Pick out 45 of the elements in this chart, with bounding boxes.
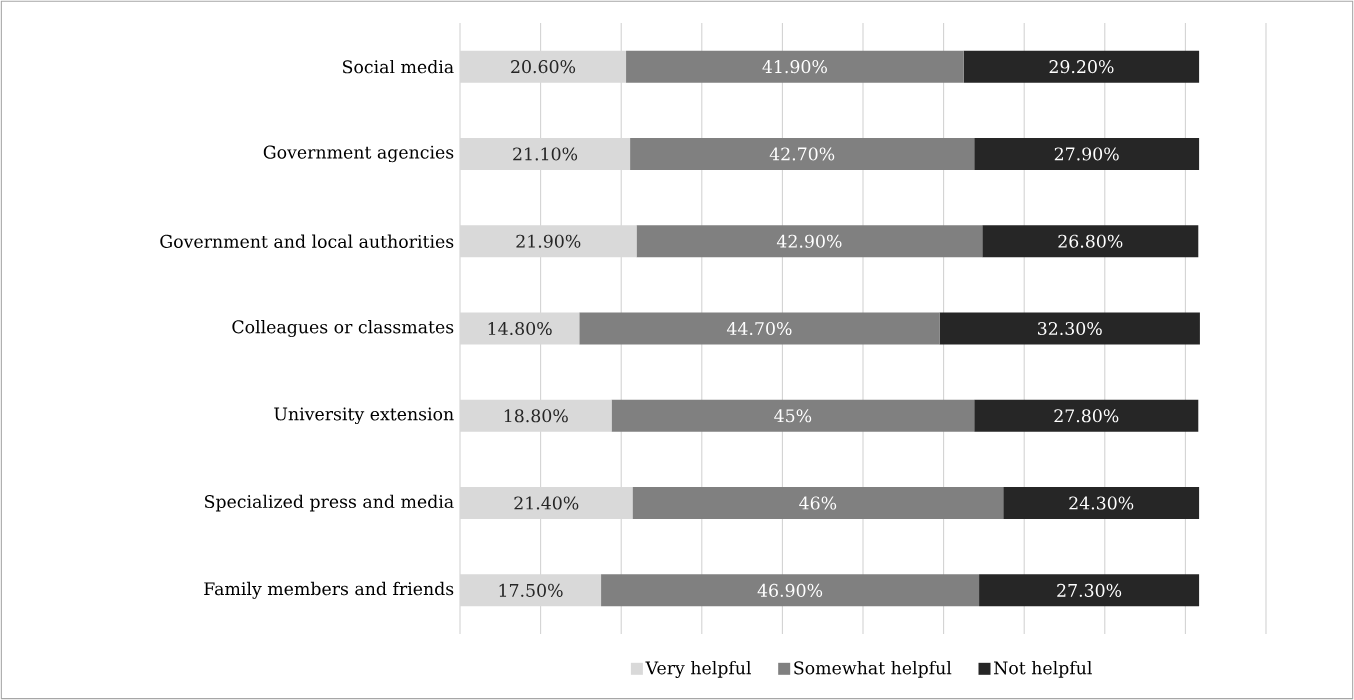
bar (601, 574, 980, 607)
data-label: 26.80% (1058, 234, 1123, 248)
bar (963, 50, 1200, 83)
data-label: 46% (799, 496, 837, 510)
data-label: 42.70% (769, 147, 835, 161)
bar (636, 225, 983, 258)
bar (974, 137, 1200, 170)
data-label: 41.90% (762, 60, 827, 74)
bar (632, 487, 1004, 520)
data-label: 21.90% (516, 234, 581, 248)
data-label: 45% (774, 409, 812, 423)
bar (1003, 487, 1200, 520)
data-label: 46.90% (757, 583, 823, 597)
data-label: 44.70% (726, 321, 792, 336)
data-label: 21.40% (514, 496, 579, 510)
data-label: 18.80% (504, 409, 568, 423)
data-label: 17.50% (499, 583, 563, 597)
y-tick-label: Government and local authorities (160, 234, 454, 248)
y-tick-label: Specialized press and media (205, 494, 454, 512)
data-label: 20.60% (511, 60, 576, 74)
legend-label: Not helpful (994, 660, 1092, 678)
y-tick-label: University extension (274, 407, 454, 425)
data-label: 29.20% (1049, 60, 1114, 74)
y-tick-label: Family members and friends (204, 581, 454, 599)
y-tick-label: Social media (343, 59, 454, 74)
bar (939, 312, 1200, 345)
bar (611, 399, 975, 432)
data-label: 32.30% (1038, 321, 1102, 336)
data-label: 27.90% (1054, 147, 1119, 161)
data-label: 42.90% (776, 234, 842, 248)
data-label: 14.80% (488, 321, 552, 336)
bar (626, 50, 964, 83)
bar (630, 137, 975, 170)
legend-label: Very helpful (645, 660, 751, 678)
bar (979, 574, 1200, 607)
bar (982, 225, 1199, 258)
bar (579, 312, 940, 345)
y-tick-label: Government agencies (263, 145, 454, 163)
bar (974, 399, 1199, 432)
y-tick-label: Colleagues or classmates (232, 319, 454, 338)
data-label: 21.10% (513, 147, 578, 161)
data-label: 27.80% (1054, 409, 1119, 423)
data-label: 27.30% (1057, 583, 1122, 597)
data-label: 24.30% (1069, 496, 1134, 510)
legend-label: Somewhat helpful (794, 660, 952, 678)
